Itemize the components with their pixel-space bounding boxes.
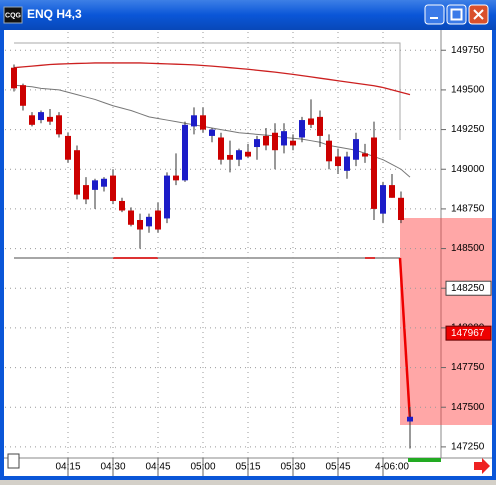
candle-body: [236, 150, 242, 160]
y-tick-label: 147500: [451, 402, 485, 413]
candle-body: [272, 132, 278, 151]
candle-body: [353, 139, 359, 160]
candle-body: [101, 178, 107, 187]
maximize-button[interactable]: [446, 4, 467, 25]
minimize-button[interactable]: [424, 4, 445, 25]
candle-body: [245, 151, 251, 157]
candle-body: [209, 129, 215, 136]
candle-body: [155, 210, 161, 230]
candle-body: [173, 175, 179, 181]
y-tick-label: 148250: [451, 283, 485, 294]
y-tick-label: 148750: [451, 204, 485, 215]
app-icon-text: CQG: [5, 12, 22, 19]
y-tick-label: 149750: [451, 45, 485, 56]
y-tick-label: 149500: [451, 85, 485, 96]
candle-body: [119, 200, 125, 211]
y-tick-label: 149250: [451, 124, 485, 135]
boxed-tick-frame: [445, 280, 492, 296]
candle-body: [20, 85, 26, 106]
last-price-label: 147967: [451, 328, 485, 339]
candle-body: [11, 67, 17, 89]
candle-body: [344, 156, 350, 171]
candle-body: [128, 210, 134, 225]
candle-body: [83, 185, 89, 200]
drop-line: [398, 257, 412, 421]
candle-body: [164, 175, 170, 219]
app-icon: [3, 6, 23, 24]
session-marker: [408, 458, 441, 462]
candle-body: [254, 139, 260, 148]
candle-body: [281, 131, 287, 146]
x-tick-label: 05:15: [235, 462, 260, 473]
candle-body: [299, 120, 305, 138]
candle-body: [38, 112, 44, 121]
envelope-line: [14, 42, 401, 140]
candle-body: [110, 175, 116, 201]
x-tick-label: 04:15: [55, 462, 80, 473]
candle-body: [335, 156, 341, 167]
highlight-zone: [400, 218, 492, 425]
candle-body: [47, 116, 53, 122]
candle-body: [191, 115, 197, 127]
candle-body: [218, 137, 224, 160]
window-title: ENQ H4,3: [27, 7, 82, 21]
scroll-box[interactable]: [7, 453, 20, 469]
candle-body: [308, 118, 314, 125]
y-tick-label: 147750: [451, 362, 485, 373]
candle-body: [182, 124, 188, 181]
x-tick-label: 05:45: [325, 462, 350, 473]
candle-body: [371, 137, 377, 209]
candle-body: [92, 180, 98, 190]
candle-body: [317, 116, 323, 136]
candle-body: [326, 140, 332, 162]
candle-body: [362, 153, 368, 157]
close-button[interactable]: [468, 4, 489, 25]
x-tick-label: 05:30: [280, 462, 305, 473]
x-tick-label: 04:45: [145, 462, 170, 473]
title-bar: [0, 0, 496, 30]
candle-body: [407, 416, 413, 422]
candle-body: [380, 185, 386, 214]
x-tick-label: 05:00: [190, 462, 215, 473]
candle-body: [398, 197, 404, 221]
x-tick-label: 04:30: [100, 462, 125, 473]
last-price-box: [445, 325, 492, 341]
candle-body: [29, 115, 35, 125]
candle-body: [56, 115, 62, 135]
x-tick-label: 4-06:00: [375, 462, 409, 473]
candle-body: [65, 135, 71, 160]
y-tick-label: 147250: [451, 442, 485, 453]
candle-body: [137, 220, 143, 230]
candle-body: [227, 154, 233, 160]
moving-average-line: [13, 62, 411, 96]
candle-body: [74, 150, 80, 195]
candle-body: [200, 115, 206, 130]
y-tick-label: 149000: [451, 164, 485, 175]
candle-body: [146, 216, 152, 227]
candle-body: [389, 185, 395, 198]
candle-body: [263, 135, 269, 146]
scroll-right-arrow[interactable]: [474, 458, 490, 474]
y-tick-label: 148500: [451, 243, 485, 254]
candle-body: [290, 140, 296, 146]
